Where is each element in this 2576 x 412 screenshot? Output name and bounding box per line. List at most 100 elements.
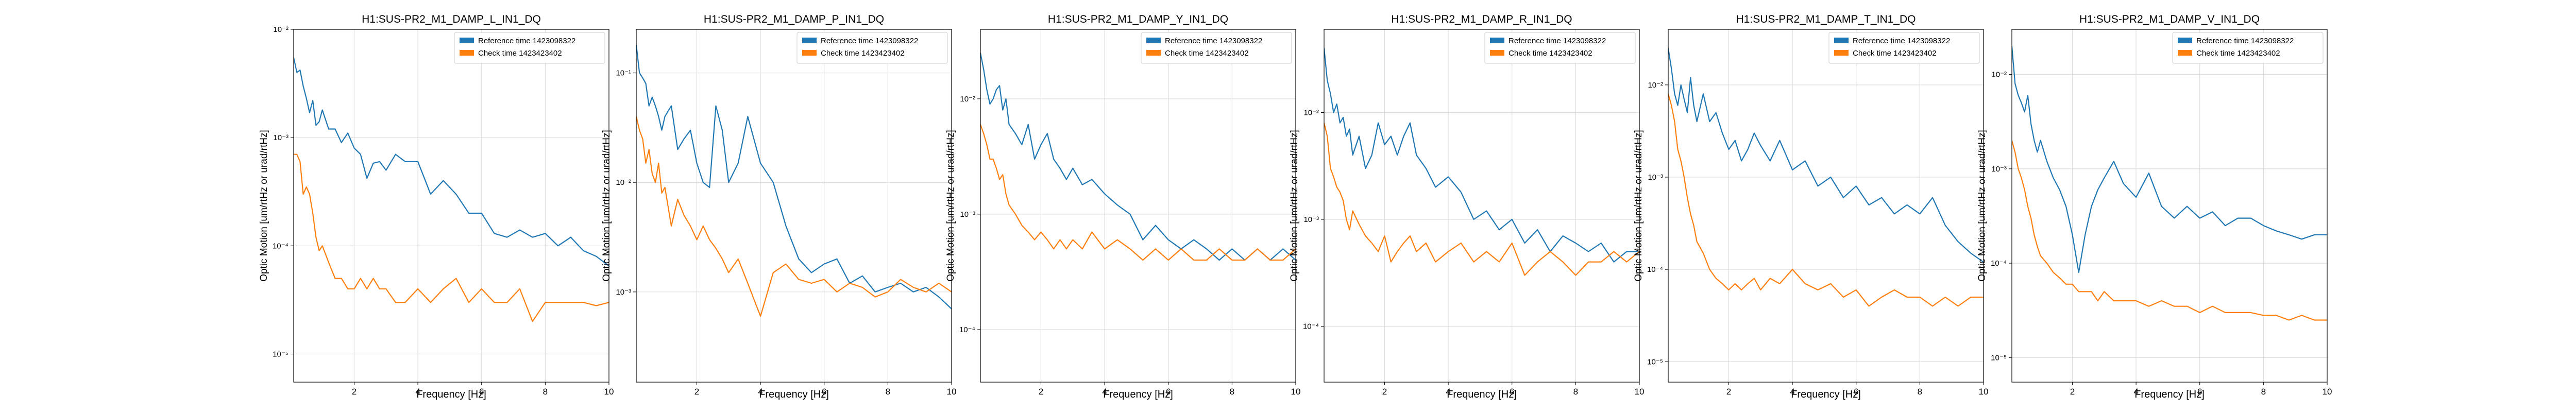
- chart-title: H1:SUS-PR2_M1_DAMP_V_IN1_DQ: [2079, 13, 2260, 25]
- x-tick-label: 6: [1854, 387, 1858, 397]
- y-axis-label: Optic Motion [um/rtHz or urad/rtHz]: [601, 130, 612, 282]
- x-axis-label: Frequency [Hz]: [416, 389, 486, 400]
- y-tick-label: 10⁻⁴: [1991, 259, 2007, 268]
- legend-label-reference: Reference time 1423098322: [1165, 37, 1262, 45]
- y-tick-label: 10⁻³: [273, 133, 289, 142]
- legend-label-check: Check time 1423423402: [1509, 49, 1592, 58]
- y-tick-label: 10⁻³: [1648, 173, 1663, 182]
- series-line-reference: [1324, 48, 1639, 263]
- legend: Reference time 1423098322 Check time 1423…: [2172, 32, 2324, 64]
- x-axis-label: Frequency [Hz]: [1103, 389, 1173, 400]
- plot-frame: [1324, 29, 1640, 383]
- series-line-reference: [980, 53, 1296, 261]
- y-tick-label: 10⁻⁵: [273, 350, 289, 358]
- plot-frame: [2011, 29, 2328, 383]
- chart-title: H1:SUS-PR2_M1_DAMP_L_IN1_DQ: [362, 13, 541, 25]
- y-tick-label: 10⁻⁵: [1647, 357, 1663, 366]
- legend: Reference time 1423098322 Check time 1423…: [1484, 32, 1636, 64]
- x-tick-label: 6: [1510, 387, 1514, 397]
- legend-swatch-check: [1834, 50, 1849, 56]
- legend-swatch-check: [1490, 50, 1504, 56]
- legend-box: [2172, 32, 2324, 64]
- series-line-reference: [636, 45, 952, 310]
- x-tick-label: 10: [2323, 387, 2332, 397]
- series-lines: [1668, 48, 1984, 307]
- chart-title: H1:SUS-PR2_M1_DAMP_Y_IN1_DQ: [1048, 13, 1228, 25]
- x-tick-label: 2: [694, 387, 699, 397]
- x-tick-label: 2: [2070, 387, 2075, 397]
- legend-box: [454, 32, 605, 64]
- y-tick-label: 10⁻³: [960, 210, 975, 219]
- chart-panel-1: 2 4 6 8 10 10⁻⁵ 10⁻⁴ 10⁻³ 10⁻² H1:SUS-PR2_M1_DAMP…: [259, 13, 614, 400]
- x-tick-label: 6: [1166, 387, 1171, 397]
- series-line-check: [980, 124, 1296, 261]
- legend-label-check: Check time 1423423402: [2196, 49, 2280, 58]
- legend-swatch-reference: [2178, 38, 2192, 43]
- series-line-check: [2012, 140, 2327, 321]
- x-tick-label: 10: [1291, 387, 1301, 397]
- x-tick-label: 10: [1979, 387, 1989, 397]
- legend-label-check: Check time 1423423402: [1853, 49, 1937, 58]
- legend-box: [1484, 32, 1636, 64]
- x-tick-label: 2: [1726, 387, 1731, 397]
- x-tick-label: 2: [1039, 387, 1043, 397]
- chart-panel-6: 2 4 6 8 10 10⁻⁵ 10⁻⁴ 10⁻³ 10⁻² H1:SUS-PR2_M1_DAMP…: [1977, 13, 2332, 400]
- x-axis-label: Frequency [Hz]: [2134, 389, 2205, 400]
- chart-title: H1:SUS-PR2_M1_DAMP_P_IN1_DQ: [704, 13, 884, 25]
- x-tick-label: 6: [479, 387, 484, 397]
- x-axis-label: Frequency [Hz]: [759, 389, 829, 400]
- x-axis-label: Frequency [Hz]: [1447, 389, 1517, 400]
- legend-label-check: Check time 1423423402: [1165, 49, 1249, 58]
- chart-title: H1:SUS-PR2_M1_DAMP_T_IN1_DQ: [1736, 13, 1916, 25]
- y-axis-label: Optic Motion [um/rtHz or urad/rtHz]: [1977, 130, 1988, 282]
- x-tick-label: 10: [947, 387, 957, 397]
- x-tick-label: 10: [604, 387, 614, 397]
- chart-title: H1:SUS-PR2_M1_DAMP_R_IN1_DQ: [1391, 13, 1572, 25]
- legend-label-reference: Reference time 1423098322: [821, 37, 918, 45]
- x-tick-label: 8: [1918, 387, 1922, 397]
- y-tick-label: 10⁻³: [1303, 215, 1319, 224]
- y-tick-label: 10⁻²: [1303, 108, 1319, 117]
- series-line-check: [1668, 93, 1984, 307]
- y-tick-label: 10⁻⁵: [1991, 353, 2007, 362]
- y-axis-label: Optic Motion [um/rtHz or urad/rtHz]: [945, 130, 956, 282]
- legend-swatch-check: [802, 50, 817, 56]
- y-axis-label: Optic Motion [um/rtHz or urad/rtHz]: [1289, 130, 1300, 282]
- plot-frame: [980, 29, 1296, 383]
- series-line-reference: [1668, 48, 1984, 263]
- series-line-check: [636, 116, 952, 317]
- y-tick-label: 10⁻²: [960, 95, 975, 104]
- legend-swatch-check: [460, 50, 474, 56]
- legend-box: [796, 32, 948, 64]
- legend-swatch-reference: [1834, 38, 1849, 43]
- x-tick-label: 8: [1230, 387, 1234, 397]
- legend-label-reference: Reference time 1423098322: [2196, 37, 2294, 45]
- x-tick-label: 4: [1446, 387, 1450, 397]
- y-tick-label: 10⁻²: [1991, 70, 2007, 79]
- legend: Reference time 1423098322 Check time 1423…: [796, 32, 948, 64]
- series-lines: [1324, 48, 1639, 276]
- series-line-check: [1324, 123, 1639, 276]
- legend-swatch-reference: [1146, 38, 1161, 43]
- y-tick-label: 10⁻³: [1991, 165, 2007, 174]
- series-line-check: [294, 153, 609, 322]
- chart-panel-4: 2 4 6 8 10 10⁻⁴ 10⁻³ 10⁻² H1:SUS-PR2_M1_DAMP_R_I…: [1289, 13, 1644, 400]
- series-lines: [980, 53, 1296, 261]
- legend: Reference time 1423098322 Check time 1423…: [1141, 32, 1292, 64]
- x-tick-label: 8: [1573, 387, 1578, 397]
- y-tick-label: 10⁻⁴: [273, 242, 289, 250]
- legend-label-check: Check time 1423423402: [821, 49, 905, 58]
- x-tick-label: 6: [822, 387, 826, 397]
- legend-swatch-reference: [1490, 38, 1504, 43]
- y-axis-label: Optic Motion [um/rtHz or urad/rtHz]: [1633, 130, 1644, 282]
- y-axis-label: Optic Motion [um/rtHz or urad/rtHz]: [259, 130, 269, 282]
- plot-frame: [1668, 29, 1984, 383]
- legend: Reference time 1423098322 Check time 1423…: [454, 32, 605, 64]
- x-tick-label: 4: [1790, 387, 1794, 397]
- legend-box: [1141, 32, 1292, 64]
- legend: Reference time 1423098322 Check time 1423…: [1828, 32, 1980, 64]
- series-line-reference: [294, 57, 609, 267]
- plot-frame: [293, 29, 609, 383]
- legend-swatch-check: [2178, 50, 2192, 56]
